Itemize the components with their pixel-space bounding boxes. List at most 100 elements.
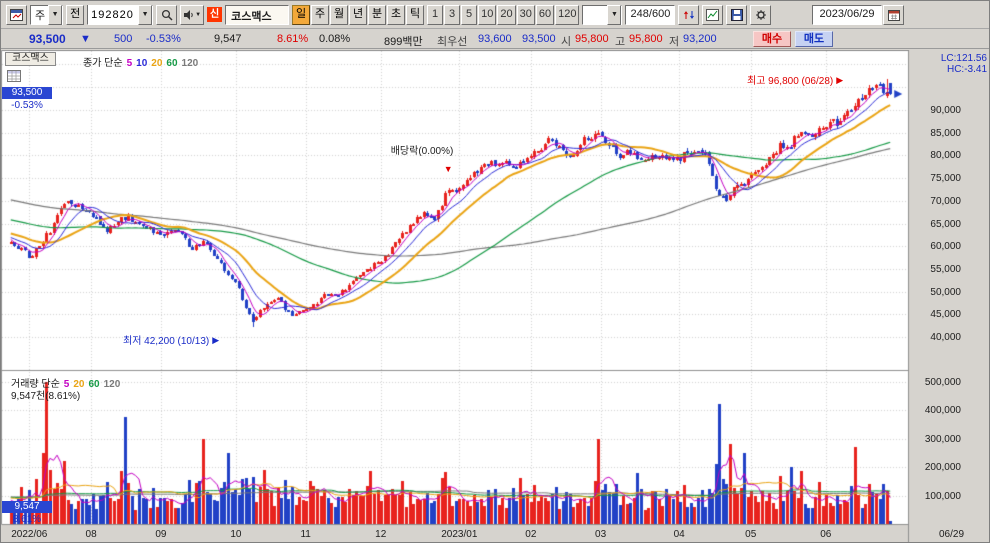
dividend-annotation-text: 배당락(0.00%)	[391, 142, 454, 157]
chart-window-button[interactable]	[6, 5, 27, 25]
code-dropdown-icon[interactable]: ▼	[138, 5, 152, 25]
change-value: 500	[114, 33, 132, 45]
time-axis-label: 2023/01	[441, 529, 477, 540]
right-arrow-icon: ▶	[212, 335, 219, 345]
sound-button[interactable]: ▼	[180, 5, 204, 25]
high-annotation: 최고 96,800 (06/28) ▶	[747, 72, 843, 87]
volume-axis-label: 400,000	[915, 405, 961, 416]
interval-button-1[interactable]: 1	[427, 5, 443, 25]
price-legend: 종가 단순5102060120	[83, 54, 202, 69]
time-axis[interactable]: 2022/0608091011122023/010203040506	[1, 528, 909, 542]
sell-button[interactable]: 매도	[795, 31, 833, 47]
chart-area: 코스맥스 종가 단순5102060120 최고 96,800 (06/28) ▶…	[1, 50, 990, 543]
volume-value: 9,547	[214, 33, 242, 45]
stock-code-field[interactable]: ▼	[87, 5, 153, 25]
data-sheet-button[interactable]	[7, 70, 21, 85]
buy-button[interactable]: 매수	[753, 31, 791, 47]
quote-bar: 93,500 ▼ 500 -0.53% 9,547 8.61% 0.08% 89…	[1, 30, 989, 49]
main-toolbar: 주 ▼ 전 ▼ ▼ 신 코스맥스 일주월년분초틱 13510203060120 …	[1, 1, 989, 29]
period-button-3[interactable]: 월	[330, 5, 348, 25]
chevron-down-icon[interactable]: ▼	[607, 5, 621, 25]
time-axis-label: 04	[674, 529, 685, 540]
time-axis-label: 05	[745, 529, 756, 540]
compare-button[interactable]	[678, 5, 699, 25]
price-legend-label: 종가 단순	[83, 58, 123, 69]
range-select[interactable]: ▼	[582, 5, 622, 25]
up-down-arrows-icon	[683, 9, 695, 21]
ma-period-10: 10	[136, 58, 147, 69]
volume-ratio: 8.61%	[277, 33, 308, 45]
current-price: 93,500	[29, 32, 66, 46]
interval-button-120[interactable]: 120	[555, 5, 579, 25]
period-button-7[interactable]: 틱	[406, 5, 424, 25]
volume-axis-label: 200,000	[915, 462, 961, 473]
period-button-6[interactable]: 초	[387, 5, 405, 25]
search-button[interactable]	[156, 5, 177, 25]
stock-name-display: 코스맥스	[225, 5, 289, 25]
settings-button[interactable]	[750, 5, 771, 25]
calendar-button[interactable]	[883, 5, 904, 25]
save-button[interactable]	[726, 5, 747, 25]
volume-current-text: 9,547천(8.61%)	[11, 387, 80, 402]
high-annotation-text: 최고 96,800 (06/28)	[747, 72, 833, 87]
calendar-icon	[888, 9, 900, 21]
interval-buttons: 13510203060120	[427, 5, 579, 25]
interval-button-20[interactable]: 20	[497, 5, 515, 25]
time-axis-label: 02	[525, 529, 536, 540]
volume-axis-label: 300,000	[915, 434, 961, 445]
interval-button-3[interactable]: 3	[444, 5, 460, 25]
prev-day-button[interactable]: 전	[66, 5, 84, 25]
ma-period-60: 60	[88, 379, 99, 390]
period-button-2[interactable]: 주	[311, 5, 329, 25]
last-date-label: 06/29	[939, 529, 964, 540]
ma-period-120: 120	[182, 58, 199, 69]
current-price-percent: -0.53%	[2, 100, 52, 111]
low-annotation: 최저 42,200 (10/13) ▶	[123, 332, 219, 347]
credit-badge: 신	[207, 7, 222, 22]
turnover-rate: 0.08%	[319, 33, 350, 45]
time-axis-label: 03	[595, 529, 606, 540]
period-buttons: 일주월년분초틱	[292, 5, 424, 25]
open-value: 95,800	[575, 33, 609, 45]
ma-period-5: 5	[127, 58, 133, 69]
market-type-value: 주	[31, 5, 48, 25]
market-type-select[interactable]: 주 ▼	[30, 5, 63, 25]
ma-period-120: 120	[104, 379, 121, 390]
date-display[interactable]: 2023/06/29	[812, 5, 882, 25]
best-quote-label: 최우선	[437, 33, 467, 49]
volume-axis[interactable]: 500,000400,000300,000200,000100,000	[909, 50, 990, 525]
chart-window-icon	[10, 9, 23, 21]
volume-axis-label: 500,000	[915, 377, 961, 388]
gear-icon	[755, 9, 767, 21]
save-icon	[731, 9, 743, 21]
down-arrow-icon: ▼	[80, 33, 91, 45]
period-button-4[interactable]: 년	[349, 5, 367, 25]
chart-canvas[interactable]	[1, 50, 990, 543]
chart-title-tab[interactable]: 코스맥스	[5, 52, 56, 66]
speaker-icon	[183, 9, 195, 21]
period-button-1[interactable]: 일	[292, 5, 310, 25]
low-label: 저	[669, 33, 679, 49]
time-axis-label: 09	[155, 529, 166, 540]
down-arrow-icon: ▼	[444, 164, 453, 174]
right-arrow-icon: ▶	[836, 75, 843, 85]
interval-button-30[interactable]: 30	[517, 5, 535, 25]
time-axis-label: 08	[86, 529, 97, 540]
time-axis-label: 2022/06	[11, 529, 47, 540]
multichart-button[interactable]	[702, 5, 723, 25]
best-ask: 93,600	[478, 33, 512, 45]
line-chart-icon	[706, 9, 719, 21]
low-value: 93,200	[683, 33, 717, 45]
high-label: 고	[615, 33, 625, 49]
time-axis-label: 06	[820, 529, 831, 540]
chevron-down-icon[interactable]: ▼	[48, 5, 62, 25]
interval-button-5[interactable]: 5	[461, 5, 477, 25]
interval-button-60[interactable]: 60	[536, 5, 554, 25]
open-label: 시	[561, 33, 571, 49]
period-button-5[interactable]: 분	[368, 5, 386, 25]
candle-count-display: 248/600	[625, 5, 675, 25]
interval-button-10[interactable]: 10	[478, 5, 496, 25]
time-axis-label: 10	[230, 529, 241, 540]
sheet-icon	[7, 70, 21, 82]
stock-code-input[interactable]	[88, 5, 138, 25]
